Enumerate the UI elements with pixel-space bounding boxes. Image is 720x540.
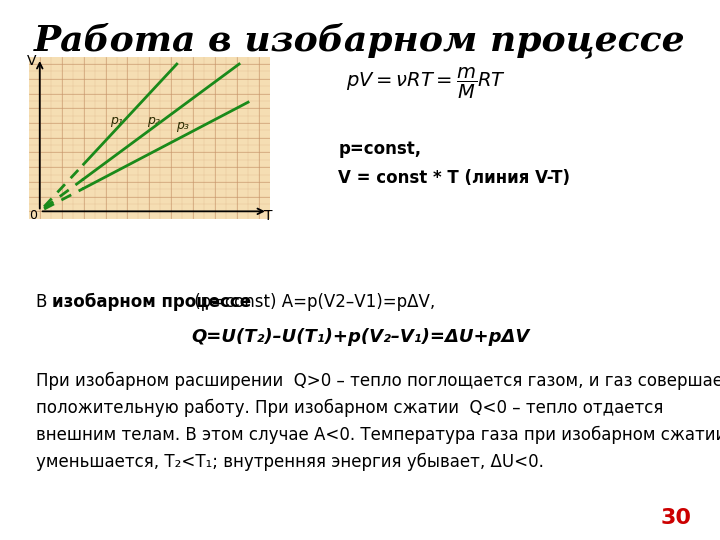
Text: $pV = \nu RT = \dfrac{m}{M}RT$: $pV = \nu RT = \dfrac{m}{M}RT$ bbox=[346, 66, 505, 101]
Text: V = const * T (линия V-T): V = const * T (линия V-T) bbox=[338, 169, 570, 187]
Text: внешним телам. В этом случае A<0. Температура газа при изобарном сжатии: внешним телам. В этом случае A<0. Темпер… bbox=[36, 426, 720, 444]
Text: положительную работу. При изобарном сжатии  Q<0 – тепло отдается: положительную работу. При изобарном сжат… bbox=[36, 399, 663, 417]
Text: изобарном процессе: изобарном процессе bbox=[52, 293, 251, 312]
Text: 0: 0 bbox=[30, 210, 37, 222]
Text: В: В bbox=[36, 293, 53, 312]
Text: 30: 30 bbox=[660, 508, 691, 529]
Text: p₃: p₃ bbox=[176, 119, 189, 132]
Text: Работа в изобарном процессе: Работа в изобарном процессе bbox=[34, 22, 686, 58]
Text: p=const,: p=const, bbox=[338, 139, 421, 158]
Text: уменьшается, T₂<T₁; внутренняя энергия убывает, ΔU<0.: уменьшается, T₂<T₁; внутренняя энергия у… bbox=[36, 453, 544, 471]
Text: (p=const) A=p(V2–V1)=pΔV,: (p=const) A=p(V2–V1)=pΔV, bbox=[189, 293, 435, 312]
Text: p₁: p₁ bbox=[110, 113, 123, 126]
Text: Q=U(T₂)–U(T₁)+p(V₂–V₁)=ΔU+pΔV: Q=U(T₂)–U(T₁)+p(V₂–V₁)=ΔU+pΔV bbox=[191, 328, 529, 347]
Text: p₂: p₂ bbox=[148, 113, 161, 126]
Text: V: V bbox=[27, 54, 37, 68]
Text: При изобарном расширении  Q>0 – тепло поглощается газом, и газ совершает: При изобарном расширении Q>0 – тепло пог… bbox=[36, 372, 720, 390]
Text: T: T bbox=[264, 210, 272, 224]
